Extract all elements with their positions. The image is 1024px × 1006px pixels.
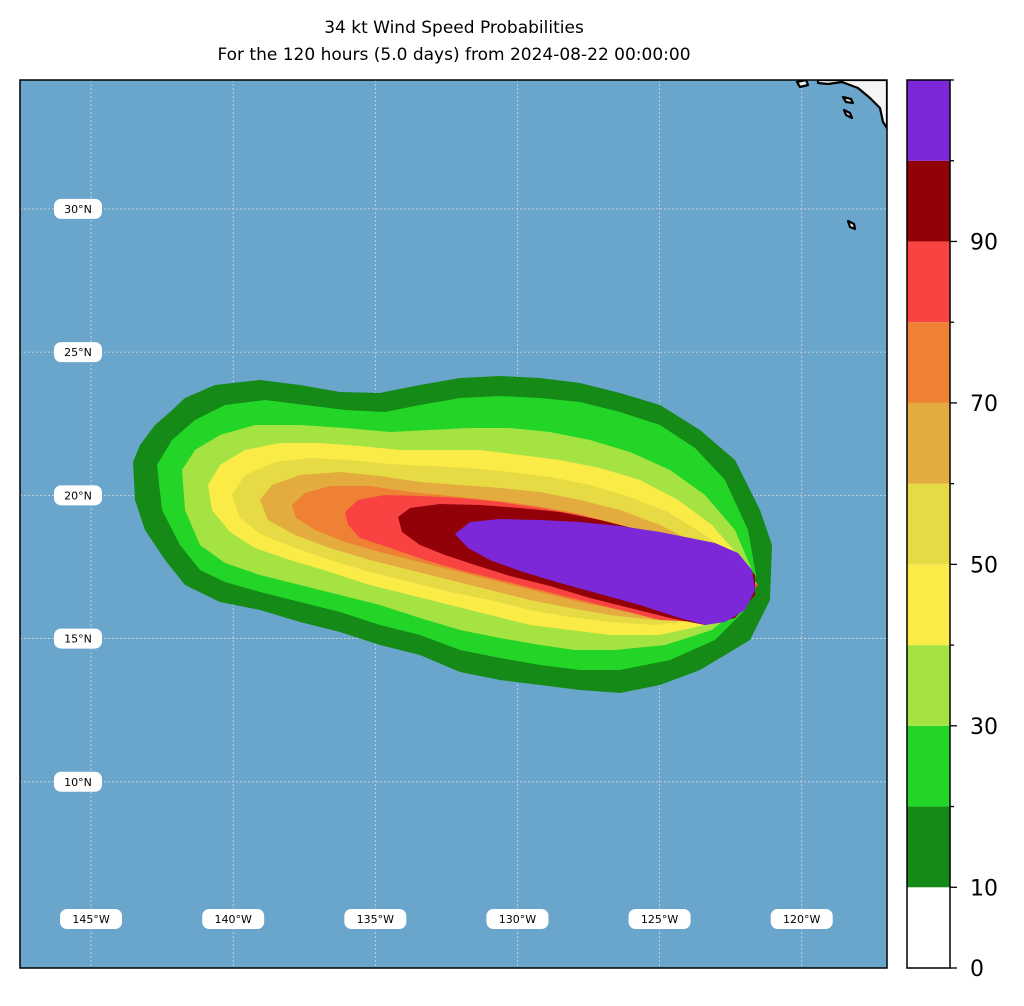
map-frame — [19, 79, 888, 969]
colorbar-frame — [906, 79, 951, 969]
lat-label: 25°N — [64, 346, 92, 359]
swath-band-100 — [455, 519, 755, 625]
colorbar-tick-label: 10 — [970, 876, 998, 901]
colorbar-bin — [907, 645, 950, 726]
colorbar-bin — [907, 241, 950, 323]
colorbar-tick-label: 70 — [970, 392, 998, 417]
colorbar-bin — [907, 322, 950, 403]
colorbar-bin — [907, 80, 950, 161]
lon-label-box — [486, 909, 549, 929]
colorbar-bin — [907, 564, 950, 646]
land-mass — [816, 80, 887, 130]
lon-label: 130°W — [499, 913, 536, 926]
lon-label: 125°W — [641, 913, 678, 926]
colorbar-tick-label: 50 — [970, 553, 998, 578]
colorbar-bin — [907, 402, 950, 484]
lon-label: 120°W — [783, 913, 820, 926]
island — [846, 219, 857, 231]
lat-label-box — [54, 342, 102, 363]
colorbar-bin — [907, 160, 950, 242]
lat-label: 30°N — [64, 203, 92, 216]
lat-label: 15°N — [64, 633, 92, 646]
lon-label-box — [344, 909, 407, 929]
island — [841, 95, 855, 105]
lon-label-box — [770, 909, 833, 929]
colorbar-bin — [907, 887, 950, 968]
colorbar: 0 10 30 50 70 90 — [906, 79, 998, 982]
map-title: 34 kt Wind Speed Probabilities — [324, 18, 584, 38]
latitude-labels: 30°N 25°N 20°N 15°N 10°N — [54, 198, 102, 792]
lat-label: 20°N — [64, 489, 92, 502]
colorbar-tick-label: 30 — [970, 715, 998, 740]
lon-label: 135°W — [357, 913, 394, 926]
colorbar-bin — [907, 483, 950, 565]
lat-label-box — [54, 485, 102, 506]
lon-label: 140°W — [215, 913, 252, 926]
lat-label-box — [54, 771, 102, 792]
colorbar-tick-label: 90 — [970, 230, 998, 255]
lat-label-box — [54, 198, 102, 219]
map-subtitle: For the 120 hours (5.0 days) from 2024-0… — [217, 45, 691, 65]
island — [795, 80, 810, 89]
colorbar-bin — [907, 806, 950, 888]
lat-label-box — [54, 628, 102, 649]
colorbar-bin — [907, 725, 950, 807]
longitude-labels: 145°W 140°W 135°W 130°W 125°W 120°W — [60, 909, 833, 929]
lon-label-box — [628, 909, 691, 929]
lon-label: 145°W — [72, 913, 109, 926]
colorbar-tick-label: 0 — [970, 957, 984, 982]
probability-swath — [133, 376, 772, 693]
lon-label-box — [202, 909, 265, 929]
lon-label-box — [60, 909, 123, 929]
coastline — [795, 80, 887, 231]
island — [842, 108, 854, 120]
lat-label: 10°N — [64, 776, 92, 789]
